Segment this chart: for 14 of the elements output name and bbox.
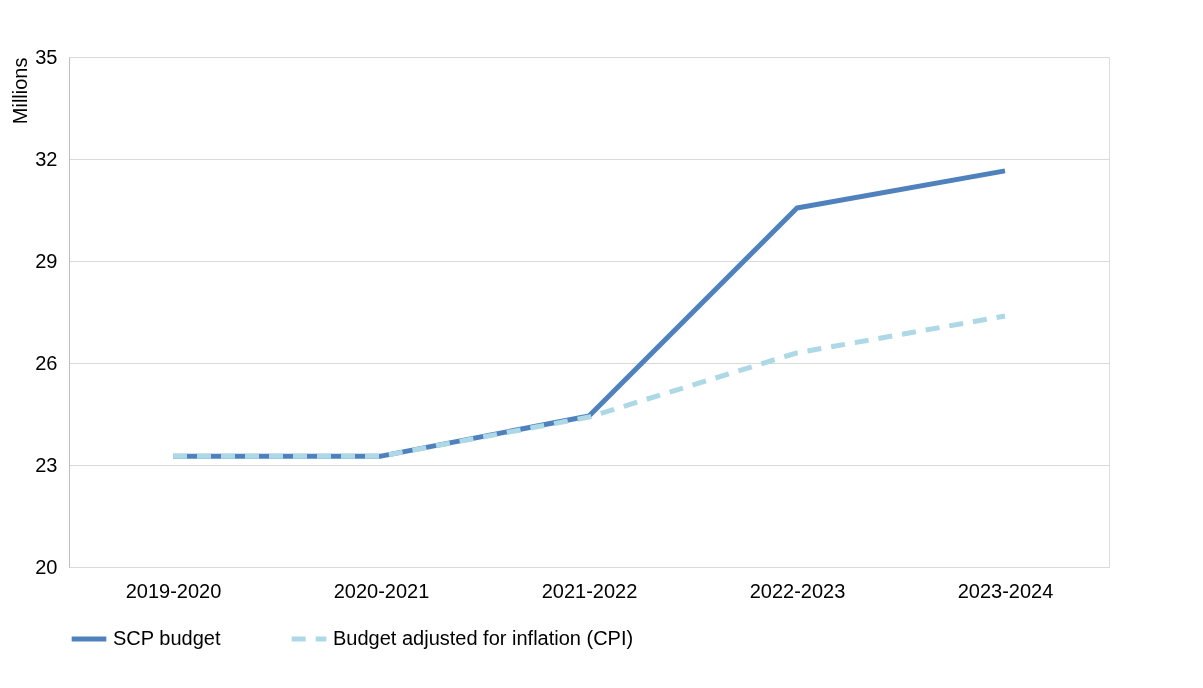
y-axis-title: Millions bbox=[9, 57, 32, 125]
x-tick-label: 2023-2024 bbox=[957, 579, 1054, 602]
legend-label: Budget adjusted for inflation (CPI) bbox=[333, 627, 634, 649]
x-tick-label: 2021-2022 bbox=[541, 579, 638, 602]
y-tick-label: 20 bbox=[35, 555, 58, 578]
y-tick-label: 32 bbox=[35, 147, 58, 170]
x-tick-label: 2019-2020 bbox=[125, 579, 222, 602]
y-tick-label: 35 bbox=[35, 45, 58, 68]
legend-label: SCP budget bbox=[113, 627, 221, 649]
x-tick-label: 2022-2023 bbox=[749, 579, 846, 602]
y-tick-label: 29 bbox=[35, 249, 58, 272]
y-tick-label: 26 bbox=[35, 351, 58, 374]
x-tick-label: 2020-2021 bbox=[333, 579, 430, 602]
y-tick-label: 23 bbox=[35, 453, 58, 476]
